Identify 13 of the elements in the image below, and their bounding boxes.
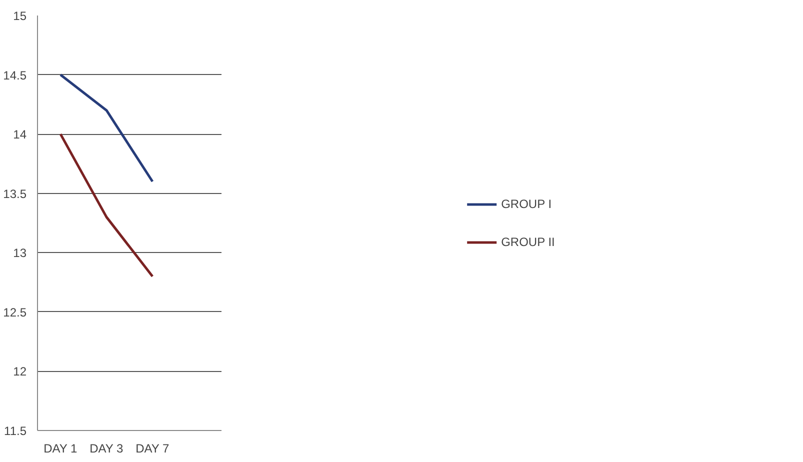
y-tick-label: 13 — [13, 246, 27, 260]
y-tick-label: 11.5 — [4, 424, 27, 438]
legend-label: GROUP II — [501, 234, 555, 248]
x-tick-label: DAY 1 — [44, 442, 78, 456]
y-tick-label: 14 — [13, 128, 27, 142]
y-tick-label: 14.5 — [3, 68, 27, 82]
y-tick-label: 12 — [13, 364, 27, 379]
y-tick-label: 12.5 — [3, 305, 27, 320]
y-tick-label: 13.5 — [3, 186, 27, 201]
x-tick-label: DAY 7 — [136, 442, 170, 456]
x-tick-label: DAY 3 — [90, 442, 124, 456]
legend-label: GROUP I — [501, 196, 552, 210]
y-tick-label: 15 — [13, 9, 27, 23]
